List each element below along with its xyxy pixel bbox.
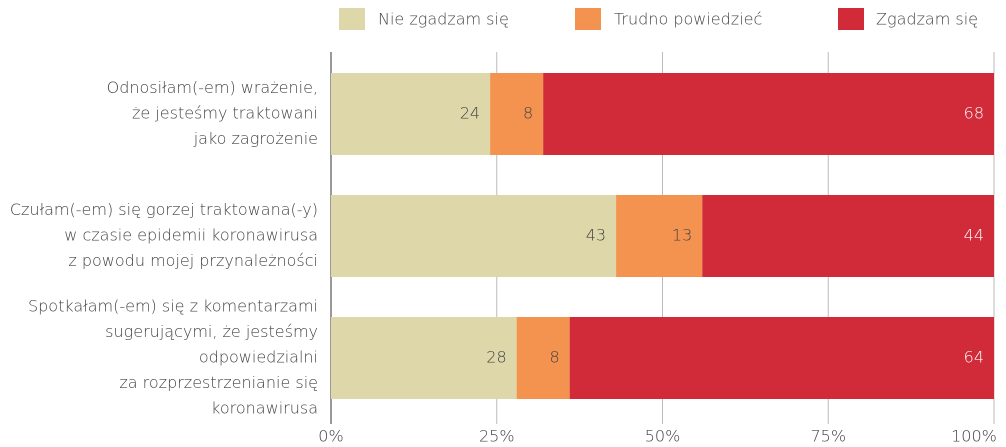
value-label: 68 bbox=[964, 104, 984, 123]
category-label: sugerującymi, że jesteśmy bbox=[105, 322, 318, 341]
value-label: 28 bbox=[486, 348, 506, 367]
x-tick-label: 75% bbox=[810, 427, 846, 446]
legend-swatch bbox=[838, 8, 864, 30]
value-label: 43 bbox=[586, 226, 606, 245]
category-label: z powodu mojej przynależności bbox=[68, 251, 318, 270]
category-label: że jesteśmy traktowani bbox=[132, 104, 318, 123]
bar-segment bbox=[516, 317, 570, 399]
legend-swatch bbox=[575, 8, 601, 30]
value-label: 8 bbox=[523, 104, 533, 123]
bar-segment bbox=[569, 317, 994, 399]
legend-label: Trudno powiedzieć bbox=[614, 10, 762, 29]
category-label: za rozprzestrzenianie się bbox=[119, 373, 318, 392]
category-label: Czułam(-em) się gorzej traktowana(-y) bbox=[10, 200, 318, 219]
value-label: 64 bbox=[964, 348, 984, 367]
bar-segment bbox=[702, 195, 994, 277]
bar-segment bbox=[331, 317, 517, 399]
category-label: odpowiedzialni bbox=[199, 348, 318, 367]
bar-segment bbox=[616, 195, 703, 277]
legend-swatch bbox=[339, 8, 365, 30]
legend-label: Nie zgadzam się bbox=[378, 10, 509, 29]
category-label: koronawirusa bbox=[211, 399, 318, 418]
x-tick-label: 0% bbox=[318, 427, 343, 446]
value-label: 13 bbox=[672, 226, 692, 245]
legend-label: Zgadzam się bbox=[876, 10, 978, 29]
category-label: w czasie epidemii koronawirusa bbox=[64, 226, 318, 245]
category-label: Spotkałam(-em) się z komentarzami bbox=[28, 297, 318, 316]
value-label: 44 bbox=[964, 226, 984, 245]
x-tick-label: 25% bbox=[479, 427, 515, 446]
bar-segment bbox=[490, 73, 544, 155]
bar-segment bbox=[331, 73, 491, 155]
x-tick-label: 100% bbox=[951, 427, 997, 446]
bar-segment bbox=[331, 195, 617, 277]
category-label: jako zagrożenie bbox=[193, 129, 318, 148]
x-tick-label: 50% bbox=[645, 427, 681, 446]
value-label: 8 bbox=[549, 348, 559, 367]
category-label: Odnosiłam(-em) wrażenie, bbox=[107, 78, 318, 97]
value-label: 24 bbox=[460, 104, 480, 123]
bar-segment bbox=[543, 73, 994, 155]
